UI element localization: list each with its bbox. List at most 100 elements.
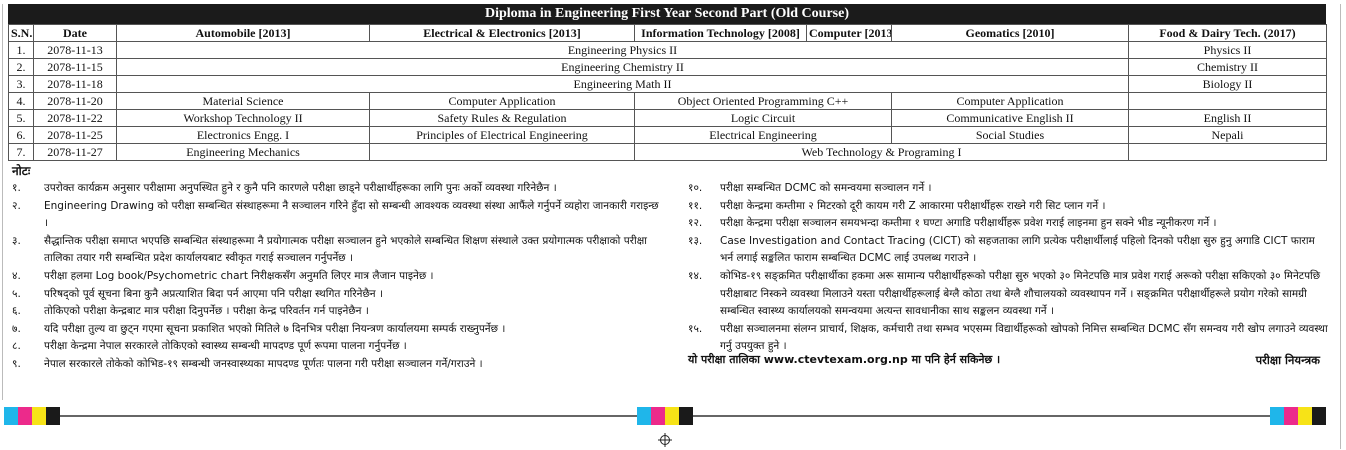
sn-cell: 4. xyxy=(8,92,34,110)
sn-cell: 7. xyxy=(8,143,34,161)
subject-cell: Engineering Math II xyxy=(116,75,1129,93)
note-item: ३. सैद्धान्तिक परीक्षा समाप्त भएपछि सम्बन… xyxy=(12,233,662,268)
note-item: ४. परीक्षा हलमा Log book/Psychometric cha… xyxy=(12,268,662,286)
swatch-cyan xyxy=(1270,407,1284,425)
sn-cell: 5. xyxy=(8,109,34,127)
note-number: ११. xyxy=(688,199,703,212)
sn-cell: 1. xyxy=(8,41,34,59)
color-swatches-left xyxy=(4,407,60,425)
note-text: परीक्षा हलमा Log book/Psychometric chart… xyxy=(44,269,434,282)
note-text: Case Investigation and Contact Tracing (… xyxy=(720,234,1315,265)
col-electrical: Electrical & Electronics [2013] xyxy=(369,24,635,42)
table-row: 5. 2078-11-22 Workshop Technology II Saf… xyxy=(8,109,1327,127)
notes-right-column: १०. परीक्षा सम्बन्धित DCMC को समन्वयमा सञ… xyxy=(688,180,1328,356)
note-item: १०. परीक्षा सम्बन्धित DCMC को समन्वयमा सञ… xyxy=(688,180,1328,198)
table-row: 4. 2078-11-20 Material Science Computer … xyxy=(8,92,1327,110)
note-text: उपरोक्त कार्यक्रम अनुसार परीक्षामा अनुपस… xyxy=(44,182,557,194)
note-item: १२. परीक्षा केन्द्रमा परीक्षा सञ्चालन समय… xyxy=(688,215,1328,233)
col-automobile: Automobile [2013] xyxy=(116,24,370,42)
swatch-yellow xyxy=(665,407,679,425)
subject-cell xyxy=(1128,143,1327,161)
note-text: तोकिएको परीक्षा केन्द्रबाट मात्र परीक्षा… xyxy=(44,305,369,318)
website-note: यो परीक्षा तालिका www.ctevtexam.org.np म… xyxy=(688,353,1001,366)
subject-cell: Engineering Chemistry II xyxy=(116,58,1129,76)
color-swatches-right xyxy=(1270,407,1326,425)
date-cell: 2078-11-15 xyxy=(33,58,117,76)
note-item: ११. परीक्षा केन्द्रमा कम्तीमा २ मिटरको दू… xyxy=(688,198,1328,216)
subject-cell: Physics II xyxy=(1128,41,1327,59)
date-cell: 2078-11-18 xyxy=(33,75,117,93)
subject-cell: Communicative English II xyxy=(891,109,1129,127)
note-item: १५. परीक्षा सञ्चालनमा संलग्न प्राचार्य, श… xyxy=(688,321,1328,356)
note-text: परीक्षा सम्बन्धित DCMC को समन्वयमा सञ्चा… xyxy=(720,182,932,194)
sn-cell: 6. xyxy=(8,126,34,144)
exam-notice: Diploma in Engineering First Year Second… xyxy=(8,4,1328,393)
note-number: ४. xyxy=(12,269,21,282)
swatch-magenta xyxy=(18,407,32,425)
note-item: २. Engineering Drawing को परीक्षा सम्बन्ध… xyxy=(12,198,662,233)
note-number: ५. xyxy=(12,287,21,300)
notes-heading: नोटः xyxy=(12,164,31,178)
signature: परीक्षा नियन्त्रक xyxy=(1255,353,1320,367)
note-number: ८. xyxy=(12,340,21,353)
notes-left-column: १. उपरोक्त कार्यक्रम अनुसार परीक्षामा अनु… xyxy=(12,180,662,374)
date-cell: 2078-11-22 xyxy=(33,109,117,127)
note-number: १४. xyxy=(688,269,703,282)
subject-cell: Computer Application xyxy=(369,92,635,110)
notes-section: १. उपरोक्त कार्यक्रम अनुसार परीक्षामा अनु… xyxy=(8,178,1328,393)
note-number: १२. xyxy=(688,217,703,230)
subject-cell: Computer Application xyxy=(891,92,1129,110)
swatch-yellow xyxy=(32,407,46,425)
date-cell: 2078-11-13 xyxy=(33,41,117,59)
subject-cell: Workshop Technology II xyxy=(116,109,370,127)
right-border xyxy=(1340,4,1341,449)
note-text: परिषद्को पूर्व सूचना बिना कुनै अप्रत्याश… xyxy=(44,287,383,300)
subject-cell: Logic Circuit xyxy=(634,109,892,127)
col-it: Information Technology [2008] xyxy=(634,24,807,42)
note-item: ७. यदि परीक्षा तुल्य वा छुट्न गएमा सूचना … xyxy=(12,321,662,339)
swatch-yellow xyxy=(1298,407,1312,425)
note-item: ६. तोकिएको परीक्षा केन्द्रबाट मात्र परीक्… xyxy=(12,303,662,321)
note-number: १. xyxy=(12,182,21,194)
subject-cell: Web Technology & Programing I xyxy=(634,143,1129,161)
note-item: ५. परिषद्को पूर्व सूचना बिना कुनै अप्रत्य… xyxy=(12,286,662,304)
note-number: ७. xyxy=(12,322,21,335)
subject-cell xyxy=(1128,92,1327,110)
note-item: ८. परीक्षा केन्द्रमा नेपाल सरकारले तोकिएक… xyxy=(12,338,662,356)
note-text: सैद्धान्तिक परीक्षा समाप्त भएपछि सम्बन्ध… xyxy=(44,234,647,265)
sn-cell: 3. xyxy=(8,75,34,93)
left-border xyxy=(2,4,3,400)
date-cell: 2078-11-25 xyxy=(33,126,117,144)
col-food-dairy: Food & Dairy Tech. (2017) xyxy=(1128,24,1327,42)
note-number: १३. xyxy=(688,234,703,247)
note-text: परीक्षा सञ्चालनमा संलग्न प्राचार्य, शिक्… xyxy=(720,322,1328,353)
swatch-cyan xyxy=(637,407,651,425)
subject-cell: Social Studies xyxy=(891,126,1129,144)
note-number: १०. xyxy=(688,182,703,194)
swatch-magenta xyxy=(1284,407,1298,425)
color-swatches-center xyxy=(637,407,693,425)
col-date: Date xyxy=(33,24,117,42)
sn-cell: 2. xyxy=(8,58,34,76)
date-cell: 2078-11-20 xyxy=(33,92,117,110)
exam-schedule-table: S.N. Date Automobile [2013] Electrical &… xyxy=(8,24,1327,161)
print-registration-bar xyxy=(0,407,1346,425)
crosshair-target-icon xyxy=(658,433,672,447)
subject-cell: Safety Rules & Regulation xyxy=(369,109,635,127)
table-row: 7. 2078-11-27 Engineering Mechanics Web … xyxy=(8,143,1327,161)
note-item: १. उपरोक्त कार्यक्रम अनुसार परीक्षामा अनु… xyxy=(12,180,662,198)
table-row: 2. 2078-11-15 Engineering Chemistry II C… xyxy=(8,58,1327,76)
col-sn: S.N. xyxy=(8,24,34,42)
note-text: परीक्षा केन्द्रमा कम्तीमा २ मिटरको दूरी … xyxy=(720,199,1106,212)
subject-cell: Engineering Physics II xyxy=(116,41,1129,59)
table-row: 3. 2078-11-18 Engineering Math II Biolog… xyxy=(8,75,1327,93)
note-item: १४. कोभिड-१९ सङ्क्रमित परीक्षार्थीका हकमा… xyxy=(688,268,1328,321)
table-row: 6. 2078-11-25 Electronics Engg. I Princi… xyxy=(8,126,1327,144)
subject-cell: Chemistry II xyxy=(1128,58,1327,76)
note-number: २. xyxy=(12,199,21,212)
subject-cell: Biology II xyxy=(1128,75,1327,93)
note-text: परीक्षा केन्द्रमा परीक्षा सञ्चालन समयभन्… xyxy=(720,217,1217,230)
note-item: ९. नेपाल सरकारले तोकेको कोभिड-१९ सम्बन्धी… xyxy=(12,356,662,374)
notice-title: Diploma in Engineering First Year Second… xyxy=(8,4,1326,24)
note-item: १३. Case Investigation and Contact Tracin… xyxy=(688,233,1328,268)
